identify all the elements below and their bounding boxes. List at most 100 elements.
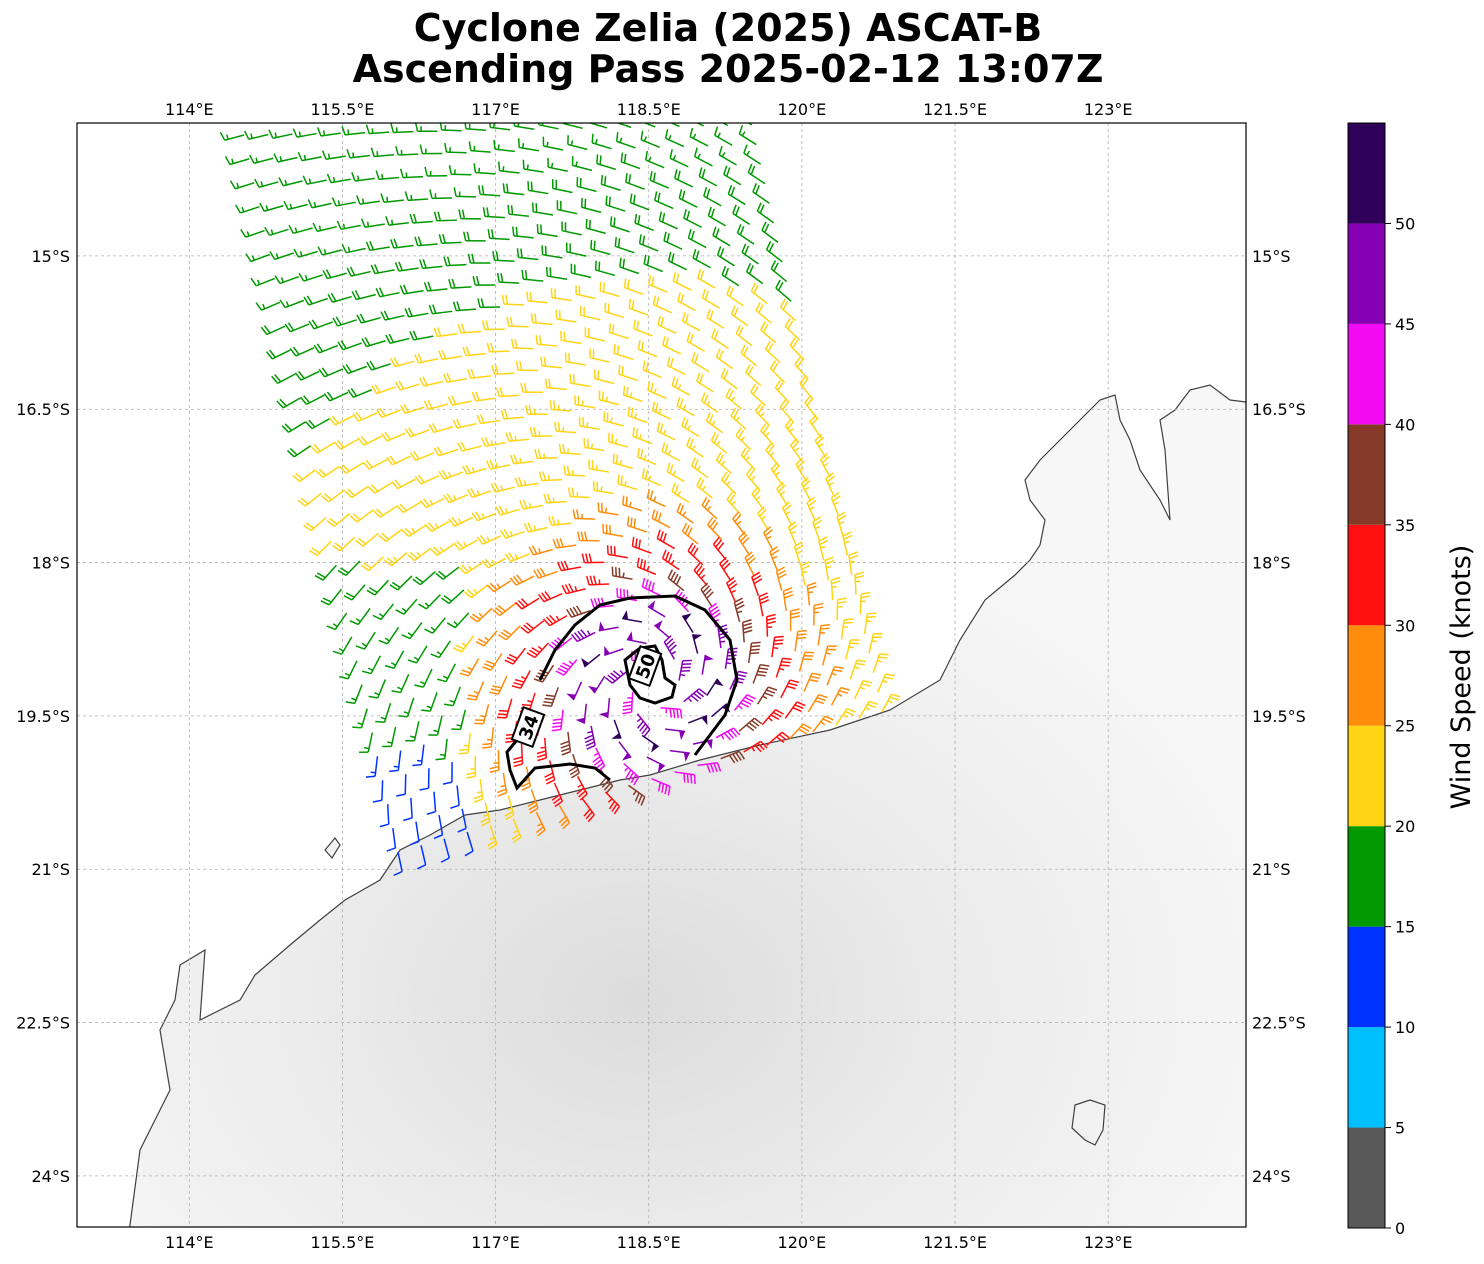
wind-barb (326, 173, 351, 184)
wind-barb (523, 522, 549, 533)
wind-barb (473, 163, 496, 175)
wind-barb (549, 400, 572, 412)
wind-barb (551, 179, 573, 194)
wind-barb (433, 211, 457, 222)
wind-barb (653, 620, 671, 639)
wind-barb (696, 477, 713, 499)
wind-barb (711, 328, 729, 350)
wind-barb (476, 414, 501, 425)
wind-barb (269, 251, 294, 261)
wind-barb (344, 485, 369, 499)
wind-barb (426, 791, 437, 816)
wind-barb (696, 372, 714, 393)
wind-barb (440, 838, 450, 863)
wind-barb (303, 516, 327, 532)
colorbar-tick-label: 25 (1395, 717, 1415, 736)
wind-barb (487, 229, 510, 241)
wind-barb (308, 540, 332, 556)
wind-barb (859, 591, 871, 615)
wind-barb (385, 216, 409, 226)
wind-barb (752, 664, 770, 684)
wind-barb (795, 457, 808, 482)
wind-barb (715, 451, 732, 475)
wind-barb (383, 552, 408, 567)
wind-barb (481, 320, 505, 331)
wind-barb (481, 436, 506, 447)
wind-barb (535, 334, 558, 347)
wind-barb (536, 737, 548, 762)
wind-barb (740, 447, 756, 471)
wind-barb (249, 154, 274, 164)
wind-barb (809, 414, 822, 439)
wind-barb (372, 780, 384, 803)
wind-barb (448, 278, 472, 289)
wind-barb (535, 811, 546, 837)
wind-barb (260, 325, 286, 336)
wind-barb (349, 509, 374, 523)
wind-barb (598, 390, 619, 406)
wind-barb (457, 808, 467, 833)
wind-barb (497, 772, 508, 797)
wind-barb (596, 154, 617, 171)
wind-barb (649, 171, 669, 189)
lat-tick-label-right: 16.5°S (1252, 400, 1306, 419)
wind-barb (337, 560, 361, 576)
wind-barb (320, 588, 343, 606)
wind-barb (691, 634, 703, 654)
wind-barb (315, 465, 340, 479)
wind-barb (599, 281, 620, 298)
wind-barb (766, 731, 790, 746)
wind-barb (298, 272, 323, 282)
wind-barb (598, 621, 619, 632)
chart-title-line-1: Cyclone Zelia (2025) ASCAT-B (413, 6, 1043, 50)
wind-barb (634, 213, 654, 232)
wind-barb (575, 703, 588, 724)
wind-barb (284, 322, 310, 333)
wind-barb (583, 438, 605, 452)
wind-barb (606, 545, 628, 559)
wind-barb (625, 173, 645, 190)
wind-barb (698, 167, 718, 187)
wind-barb (542, 136, 564, 151)
wind-barb (615, 123, 632, 129)
wind-barb (703, 187, 722, 207)
wind-barb (627, 406, 648, 424)
wind-barb (701, 654, 714, 675)
wind-barb (665, 728, 686, 741)
wind-barb (254, 178, 279, 188)
chart-title-line-2: Ascending Pass 2025-02-12 13:07Z (352, 47, 1104, 91)
wind-barb (487, 825, 498, 850)
lat-tick-label-left: 19.5°S (16, 707, 70, 726)
wind-barb (585, 575, 610, 586)
wind-barb (755, 403, 771, 427)
wind-barb (793, 541, 804, 566)
wind-barb (375, 287, 400, 298)
wind-barb (476, 534, 502, 545)
lon-tick-label-top: 114°E (165, 100, 214, 119)
wind-barb (814, 433, 827, 459)
wind-barb (326, 513, 351, 527)
wind-barb (486, 342, 510, 353)
wind-barb (622, 692, 634, 715)
wind-barb (697, 762, 722, 774)
wind-barb (414, 668, 433, 688)
wind-barb (663, 231, 683, 250)
lat-tick-label-right: 15°S (1252, 247, 1291, 266)
wind-barb (386, 455, 411, 466)
lon-tick-label-top: 117°E (471, 100, 520, 119)
wind-barb (281, 421, 306, 433)
wind-barb (490, 482, 515, 493)
wind-barb (224, 156, 250, 166)
wind-barb (789, 723, 812, 740)
wind-barb (551, 782, 564, 808)
wind-barb (337, 340, 362, 351)
wind-barb (428, 304, 453, 315)
wind-barb (477, 298, 501, 309)
wind-barb (641, 734, 660, 753)
wind-barb (240, 228, 265, 238)
wind-barb (651, 777, 671, 796)
wind-barb (513, 123, 535, 131)
wind-barb (743, 740, 768, 753)
wind-barb (370, 264, 395, 275)
lat-tick-label-right: 18°S (1252, 554, 1291, 573)
